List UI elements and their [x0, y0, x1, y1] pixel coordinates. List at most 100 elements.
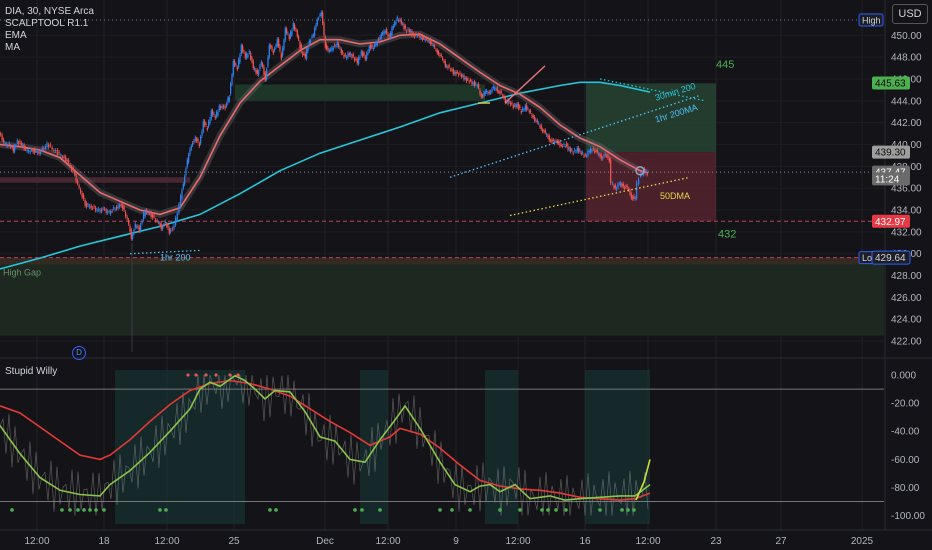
- candle-body: [188, 154, 190, 163]
- candle-body: [223, 106, 225, 108]
- candle-body: [214, 116, 216, 119]
- candle-body: [560, 145, 562, 146]
- candle-body: [244, 53, 246, 58]
- candle-body: [226, 103, 228, 107]
- candle-body: [328, 50, 330, 52]
- candle-body: [23, 144, 25, 150]
- candle-body: [270, 45, 272, 48]
- candle-body: [562, 146, 564, 148]
- candle-body: [295, 29, 297, 31]
- candle-body: [156, 220, 158, 222]
- candle-body: [319, 15, 321, 16]
- candle-body: [282, 47, 284, 56]
- candle-body: [185, 168, 187, 175]
- candle-body: [243, 51, 245, 53]
- candle-body: [11, 146, 13, 148]
- candle-body: [1, 134, 3, 141]
- candle-body: [32, 149, 34, 153]
- candle-body: [137, 226, 139, 228]
- chart-annotation: High Gap: [3, 268, 41, 278]
- candle-body: [298, 36, 300, 40]
- candle-body: [310, 40, 312, 42]
- candle-body: [315, 24, 317, 29]
- oscillator-yellow-line: [635, 459, 651, 501]
- candle-body: [366, 53, 368, 60]
- candle-body: [362, 52, 364, 56]
- candle-body: [628, 189, 630, 190]
- candle-body: [404, 25, 406, 29]
- candle-body: [394, 22, 396, 26]
- candle-body: [101, 209, 103, 212]
- oscillator-axis-label: -80.00: [891, 483, 920, 494]
- candle-body: [194, 137, 196, 141]
- candle-body: [547, 135, 549, 138]
- signal-dot: [158, 508, 162, 512]
- currency-button[interactable]: USD: [892, 4, 928, 24]
- symbol-title[interactable]: DIA, 30, NYSE Arca: [5, 6, 94, 17]
- price-badge-label: 11:24: [875, 174, 900, 185]
- candle-body: [603, 155, 605, 157]
- candle-body: [540, 125, 542, 129]
- candle-body: [376, 41, 378, 45]
- candle-body: [108, 211, 110, 213]
- time-axis-label: 12:00: [635, 536, 660, 547]
- support-zone: [0, 264, 884, 336]
- session-badge[interactable]: D: [72, 346, 86, 360]
- oscillator-axis-label: -60.00: [891, 455, 920, 466]
- candle-body: [164, 221, 166, 224]
- candle-body: [392, 26, 394, 29]
- candle-body: [356, 59, 358, 64]
- oscillator-title[interactable]: Stupid Willy: [5, 366, 58, 377]
- candle-body: [113, 207, 115, 209]
- candle-body: [626, 186, 628, 188]
- candle-body: [123, 206, 125, 211]
- candle-body: [472, 83, 474, 85]
- indicator-legend-ema[interactable]: EMA: [5, 30, 27, 41]
- candle-body: [263, 66, 265, 74]
- candle-body: [602, 157, 604, 159]
- candle-body: [77, 180, 79, 184]
- candle-body: [4, 143, 6, 145]
- candle-body: [69, 165, 71, 167]
- candle-body: [323, 23, 325, 36]
- candle-body: [613, 185, 615, 188]
- candle-body: [568, 148, 570, 150]
- candle-body: [594, 150, 596, 152]
- time-axis-label: 16: [579, 536, 591, 547]
- candle-body: [370, 45, 372, 49]
- candle-body: [403, 24, 405, 29]
- candle-body: [110, 211, 112, 214]
- candle-body: [595, 150, 597, 152]
- candle-body: [104, 208, 106, 210]
- price-axis-label: 450.00: [891, 31, 922, 42]
- candle-body: [279, 46, 281, 51]
- trendline: [509, 176, 691, 217]
- candle-body: [578, 147, 580, 152]
- candle-body: [304, 53, 306, 58]
- candle-body: [412, 33, 414, 35]
- candle-body: [543, 130, 545, 132]
- candle-body: [410, 30, 412, 32]
- candle-body: [354, 58, 356, 61]
- indicator-legend-scalptool[interactable]: SCALPTOOL R1.1: [5, 18, 89, 29]
- candle-body: [300, 44, 302, 52]
- candle-body: [415, 33, 417, 35]
- indicator-legend-ma[interactable]: MA: [5, 42, 20, 53]
- candle-body: [272, 50, 274, 54]
- candle-body: [312, 34, 314, 37]
- trendline: [599, 78, 706, 102]
- candle-body: [452, 69, 454, 75]
- candle-body: [129, 225, 131, 231]
- signal-dot: [236, 373, 240, 377]
- candle-body: [368, 46, 370, 52]
- candle-body: [268, 44, 270, 58]
- candle-body: [522, 108, 524, 111]
- candle-body: [232, 61, 234, 76]
- candle-body: [133, 229, 135, 234]
- candle-body: [502, 95, 504, 97]
- candle-body: [523, 109, 525, 111]
- time-axis-label: 23: [710, 536, 722, 547]
- candle-body: [375, 43, 377, 46]
- candle-body: [248, 51, 250, 53]
